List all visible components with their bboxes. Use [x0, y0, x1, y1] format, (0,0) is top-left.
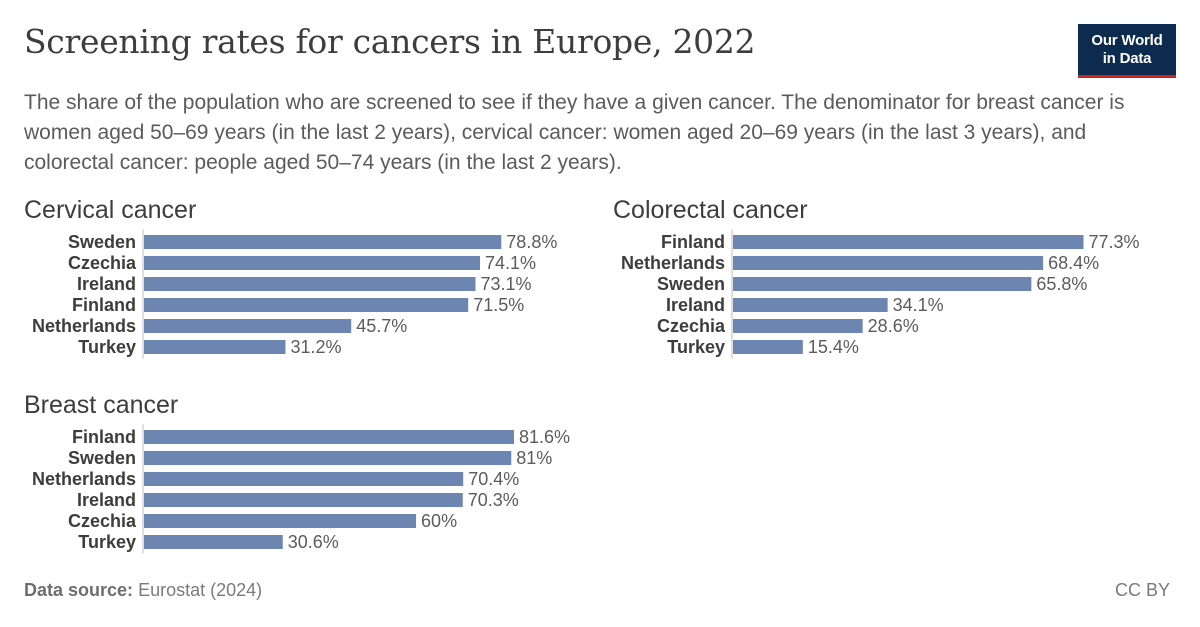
cervical-cancer-bar	[144, 235, 502, 249]
breast-cancer-value-label: 81%	[516, 448, 552, 468]
colorectal-cancer-category-label: Finland	[661, 232, 725, 252]
cervical-cancer-bar	[144, 319, 352, 333]
cervical-cancer-value-label: 73.1%	[480, 274, 531, 294]
cervical-cancer-value-label: 74.1%	[485, 253, 536, 273]
colorectal-cancer-value-label: 15.4%	[808, 337, 859, 357]
colorectal-cancer-category-label: Netherlands	[621, 253, 725, 273]
cervical-cancer-category-label: Turkey	[78, 337, 136, 357]
colorectal-cancer-category-label: Ireland	[666, 295, 725, 315]
breast-cancer-category-label: Turkey	[78, 532, 136, 552]
colorectal-cancer-category-label: Turkey	[667, 337, 725, 357]
cervical-cancer-bar	[144, 256, 480, 270]
breast-cancer-category-label: Finland	[72, 427, 136, 447]
colorectal-cancer-bar	[733, 319, 863, 333]
logo-line-2: in Data	[1102, 50, 1152, 67]
logo-line-1: Our World	[1091, 32, 1163, 49]
cervical-cancer-value-label: 78.8%	[506, 232, 557, 252]
cervical-cancer-bar	[144, 298, 469, 312]
breast-cancer-bar	[144, 493, 463, 507]
colorectal-cancer-value-label: 68.4%	[1048, 253, 1099, 273]
colorectal-cancer-category-label: Czechia	[657, 316, 726, 336]
license-link[interactable]: CC BY	[1114, 580, 1170, 600]
cervical-cancer-category-label: Finland	[72, 295, 136, 315]
cervical-cancer-panel-title: Cervical cancer	[24, 196, 196, 224]
cervical-cancer-bar	[144, 277, 476, 291]
cervical-cancer-value-label: 45.7%	[356, 316, 407, 336]
cervical-cancer-category-label: Ireland	[77, 274, 136, 294]
cervical-cancer-category-label: Netherlands	[32, 316, 136, 336]
breast-cancer-category-label: Czechia	[68, 511, 137, 531]
cervical-cancer-value-label: 71.5%	[473, 295, 524, 315]
breast-cancer-value-label: 60%	[421, 511, 457, 531]
breast-cancer-category-label: Ireland	[77, 490, 136, 510]
colorectal-cancer-value-label: 28.6%	[868, 316, 919, 336]
colorectal-cancer-value-label: 77.3%	[1089, 232, 1140, 252]
breast-cancer-bar	[144, 535, 283, 549]
breast-cancer-bar	[144, 451, 512, 465]
colorectal-cancer-bar	[733, 277, 1032, 291]
chart-subtitle: The share of the population who are scre…	[24, 91, 1125, 174]
breast-cancer-bar	[144, 514, 417, 528]
breast-cancer-bar	[144, 472, 464, 486]
breast-cancer-value-label: 30.6%	[288, 532, 339, 552]
cervical-cancer-value-label: 31.2%	[290, 337, 341, 357]
colorectal-cancer-bar	[733, 340, 803, 354]
breast-cancer-value-label: 81.6%	[519, 427, 570, 447]
data-source: Data source: Eurostat (2024)	[24, 580, 262, 601]
breast-cancer-bar	[144, 430, 514, 444]
colorectal-cancer-panel-title: Colorectal cancer	[613, 196, 808, 224]
chart-title: Screening rates for cancers in Europe, 2…	[24, 22, 756, 61]
breast-cancer-value-label: 70.4%	[468, 469, 519, 489]
breast-cancer-category-label: Sweden	[68, 448, 136, 468]
cervical-cancer-category-label: Sweden	[68, 232, 136, 252]
colorectal-cancer-value-label: 34.1%	[893, 295, 944, 315]
breast-cancer-panel-title: Breast cancer	[24, 391, 178, 419]
data-source-label: Data source:	[24, 580, 134, 600]
data-source-link[interactable]: Eurostat (2024)	[138, 580, 263, 600]
breast-cancer-category-label: Netherlands	[32, 469, 136, 489]
colorectal-cancer-category-label: Sweden	[657, 274, 725, 294]
cervical-cancer-category-label: Czechia	[68, 253, 137, 273]
colorectal-cancer-bar	[733, 298, 888, 312]
cervical-cancer-bar	[144, 340, 286, 354]
colorectal-cancer-bar	[733, 235, 1084, 249]
colorectal-cancer-value-label: 65.8%	[1036, 274, 1087, 294]
colorectal-cancer-bar	[733, 256, 1044, 270]
breast-cancer-value-label: 70.3%	[468, 490, 519, 510]
owid-logo[interactable]: Our World in Data	[1078, 24, 1176, 78]
